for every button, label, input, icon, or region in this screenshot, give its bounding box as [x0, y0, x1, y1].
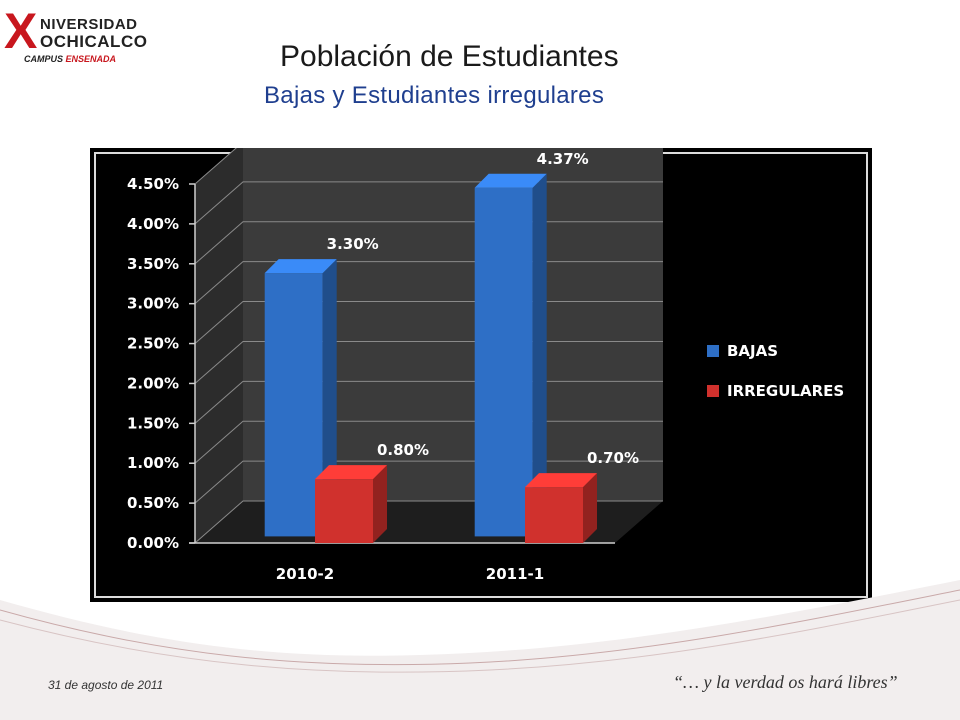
- y-tick-label: 1.50%: [127, 414, 179, 432]
- data-label: 0.70%: [587, 449, 639, 467]
- y-tick-label: 4.00%: [127, 215, 179, 233]
- bar-irregulares-side: [583, 473, 597, 543]
- logo-line-2: OCHICALCO: [40, 32, 148, 51]
- campus-city: ENSENADA: [65, 54, 117, 64]
- bar-bajas-front: [474, 187, 533, 537]
- logo-line-1: NIVERSIDAD: [40, 16, 138, 33]
- y-tick-label: 1.00%: [127, 454, 179, 472]
- bar-bajas-top: [474, 173, 547, 188]
- data-label: 3.30%: [327, 235, 379, 253]
- y-tick-label: 2.00%: [127, 374, 179, 392]
- y-tick-label: 0.00%: [127, 534, 179, 552]
- bar-chart: 0.00% 0.50% 1.00% 1.50% 2.00% 2.50% 3.00% 3.50%…: [127, 148, 844, 583]
- logo-mark: X: [4, 3, 38, 59]
- footer-date: 31 de agosto de 2011: [48, 678, 164, 692]
- legend-swatch-irregulares: [707, 385, 719, 397]
- bar-irregulares-top: [525, 473, 597, 488]
- bar-irregulares-side: [373, 465, 387, 543]
- bar-irregulares-front: [525, 487, 583, 543]
- y-tick-label: 3.50%: [127, 255, 179, 273]
- slide-subtitle: Bajas y Estudiantes irregulares: [264, 82, 605, 109]
- logo-campus: CAMPUS ENSENADA: [24, 54, 116, 64]
- bar-irregulares-front: [315, 479, 373, 543]
- slide-title: Población de Estudiantes: [280, 40, 619, 73]
- legend-label-irregulares: IRREGULARES: [727, 382, 844, 400]
- legend-label-bajas: BAJAS: [727, 342, 778, 360]
- plot-back-wall: [243, 148, 663, 501]
- bar-bajas-front: [264, 273, 323, 537]
- chart-frame: 0.00% 0.50% 1.00% 1.50% 2.00% 2.50% 3.00% 3.50%…: [90, 148, 872, 602]
- bar-irregulares-top: [315, 465, 387, 480]
- data-label: 4.37%: [537, 150, 589, 168]
- y-tick-label: 3.00%: [127, 295, 179, 313]
- legend-swatch-bajas: [707, 345, 719, 357]
- data-label: 0.80%: [377, 441, 429, 459]
- university-logo: X NIVERSIDAD OCHICALCO CAMPUS ENSENADA: [4, 4, 154, 66]
- campus-prefix: CAMPUS: [24, 54, 64, 64]
- x-category-label: 2011-1: [486, 565, 544, 583]
- plot-side-wall: [195, 148, 243, 543]
- bar-bajas-side: [532, 173, 547, 537]
- footer-motto: “… y la verdad os hará libres”: [673, 672, 898, 692]
- x-category-label: 2010-2: [276, 565, 334, 583]
- y-tick-label: 2.50%: [127, 335, 179, 353]
- y-tick-label: 4.50%: [127, 175, 179, 193]
- footer-wave: [0, 580, 960, 720]
- y-tick-label: 0.50%: [127, 494, 179, 512]
- gridline: [194, 148, 237, 185]
- bar-bajas-top: [264, 259, 337, 274]
